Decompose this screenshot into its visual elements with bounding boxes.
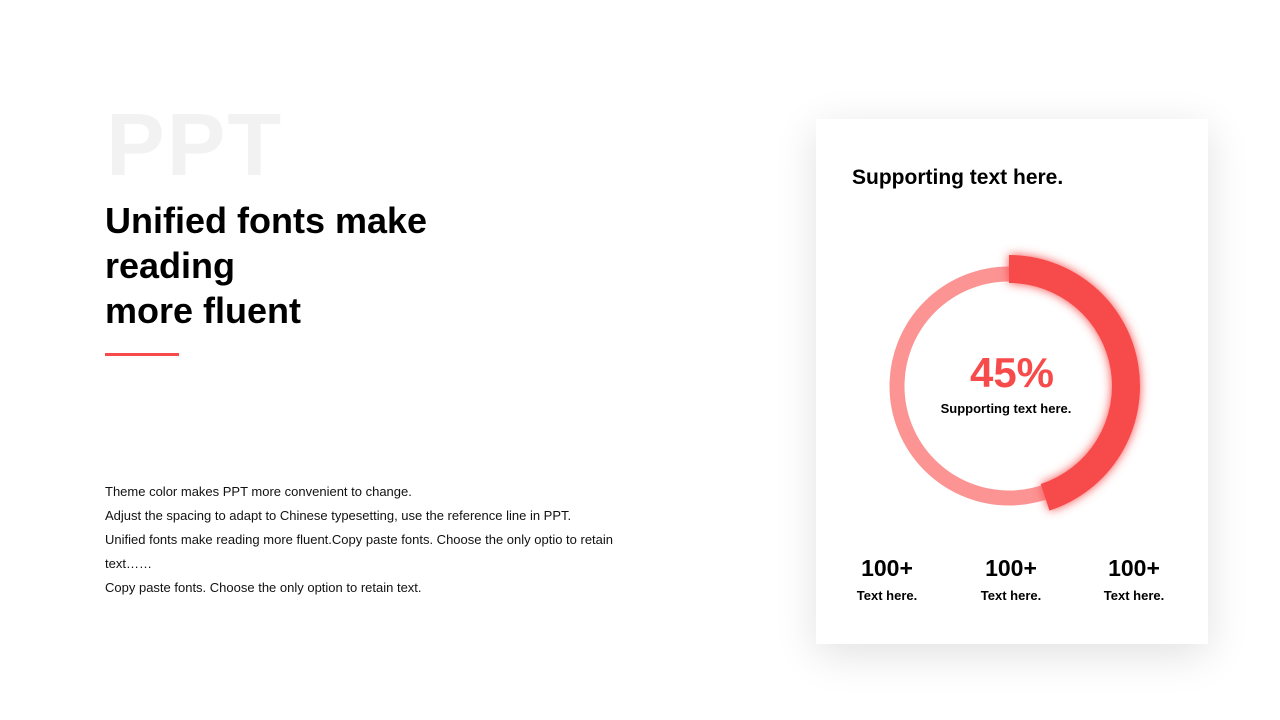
- background-watermark-word: PPT: [106, 95, 284, 194]
- stat-value: 100+: [1108, 555, 1160, 581]
- stat-item: 100+ Text here.: [951, 555, 1071, 603]
- progress-caption: Supporting text here.: [940, 401, 1072, 416]
- stat-item: 100+ Text here.: [827, 555, 947, 603]
- body-text: Theme color makes PPT more convenient to…: [105, 480, 635, 600]
- stat-label: Text here.: [1103, 588, 1165, 603]
- stat-value: 100+: [861, 555, 913, 581]
- title-line: Unified fonts make: [105, 200, 428, 241]
- stat-value: 100+: [985, 555, 1037, 581]
- progress-arc: [1008, 255, 1140, 511]
- accent-divider: [105, 353, 179, 356]
- body-line: Theme color makes PPT more convenient to…: [105, 484, 412, 499]
- card-title: Supporting text here.: [852, 166, 1064, 189]
- slide-title: Unified fonts make reading more fluent: [105, 198, 505, 333]
- progress-ring: [889, 255, 1140, 511]
- stat-label: Text here.: [856, 588, 918, 603]
- stat-label: Text here.: [980, 588, 1042, 603]
- stats-card: Supporting text here. 45% Supporting tex…: [816, 119, 1208, 644]
- stat-item: 100+ Text here.: [1074, 555, 1194, 603]
- progress-percent: 45%: [969, 349, 1055, 396]
- body-line: Adjust the spacing to adapt to Chinese t…: [105, 508, 572, 523]
- title-line: reading: [105, 245, 236, 286]
- body-line: Copy paste fonts. Choose the only option…: [105, 580, 422, 595]
- body-line: Unified fonts make reading more fluent.C…: [105, 532, 614, 571]
- title-line: more fluent: [105, 290, 302, 331]
